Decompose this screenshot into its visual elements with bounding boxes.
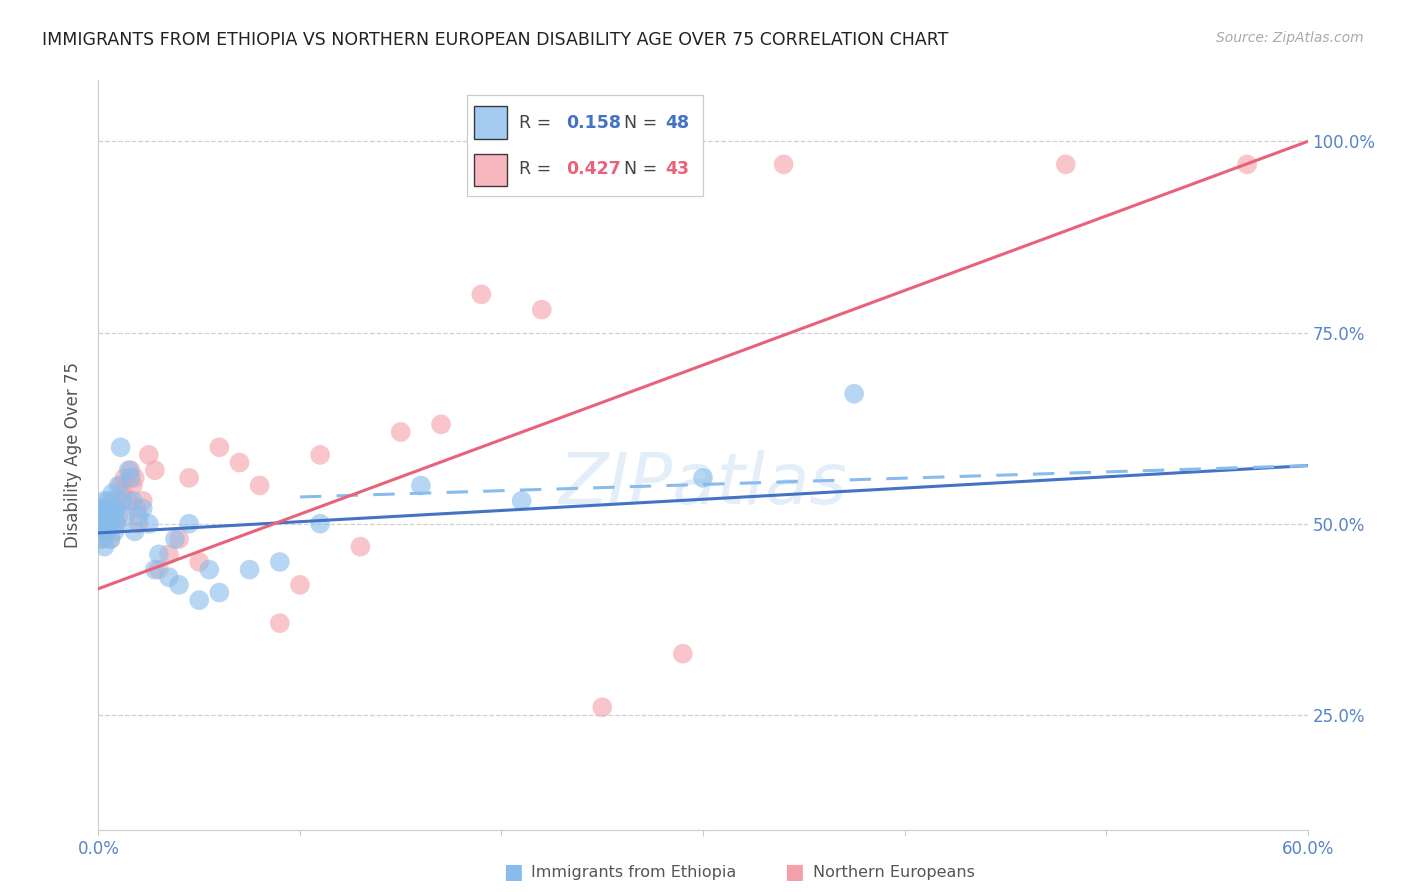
Point	[89, 524, 111, 539]
Point	[103, 524, 125, 539]
Point	[97, 509, 120, 524]
Point	[91, 516, 114, 531]
Point	[772, 157, 794, 171]
Text: Immigrants from Ethiopia: Immigrants from Ethiopia	[531, 865, 737, 880]
Point	[118, 493, 141, 508]
Point	[100, 532, 122, 546]
Point	[269, 616, 291, 631]
Point	[111, 493, 134, 508]
Point	[121, 493, 143, 508]
Point	[89, 509, 111, 524]
Point	[114, 509, 136, 524]
Point	[672, 647, 695, 661]
Point	[349, 540, 371, 554]
Point	[132, 493, 155, 508]
Point	[105, 501, 128, 516]
Point	[309, 448, 332, 462]
Point	[167, 532, 190, 546]
Point	[510, 493, 533, 508]
Point	[208, 585, 231, 599]
Point	[101, 501, 124, 516]
Point	[157, 547, 180, 561]
Point	[96, 524, 118, 539]
Y-axis label: Disability Age Over 75: Disability Age Over 75	[65, 362, 83, 548]
Point	[148, 563, 170, 577]
Point	[1054, 157, 1077, 171]
Point	[103, 509, 125, 524]
Point	[93, 501, 115, 516]
Point	[132, 501, 155, 516]
Point	[114, 471, 136, 485]
Point	[138, 516, 160, 531]
Point	[93, 509, 115, 524]
Point	[208, 440, 231, 454]
Text: IMMIGRANTS FROM ETHIOPIA VS NORTHERN EUROPEAN DISABILITY AGE OVER 75 CORRELATION: IMMIGRANTS FROM ETHIOPIA VS NORTHERN EUR…	[42, 31, 949, 49]
Point	[470, 287, 492, 301]
Point	[409, 478, 432, 492]
Text: Northern Europeans: Northern Europeans	[813, 865, 974, 880]
Point	[107, 478, 129, 492]
Point	[89, 532, 111, 546]
Point	[692, 471, 714, 485]
Point	[389, 425, 412, 439]
Point	[128, 516, 150, 531]
Point	[110, 478, 132, 492]
Point	[124, 524, 146, 539]
Point	[120, 463, 142, 477]
Point	[228, 456, 250, 470]
Point	[103, 501, 125, 516]
Point	[249, 478, 271, 492]
Point	[844, 386, 866, 401]
Point	[100, 532, 122, 546]
Point	[179, 516, 201, 531]
Point	[430, 417, 453, 432]
Point	[138, 448, 160, 462]
Text: Source: ZipAtlas.com: Source: ZipAtlas.com	[1216, 31, 1364, 45]
Point	[124, 471, 146, 485]
Point	[143, 563, 166, 577]
Point	[179, 471, 201, 485]
Point	[157, 570, 180, 584]
Text: ZIPatlas: ZIPatlas	[558, 450, 848, 519]
Point	[120, 471, 142, 485]
Point	[91, 516, 114, 531]
Point	[125, 501, 148, 516]
Point	[591, 700, 613, 714]
Point	[91, 501, 114, 516]
Point	[188, 593, 211, 607]
Point	[96, 524, 118, 539]
Point	[101, 486, 124, 500]
Point	[97, 493, 120, 508]
Point	[188, 555, 211, 569]
Text: ■: ■	[503, 863, 523, 882]
Point	[148, 547, 170, 561]
Point	[1236, 157, 1258, 171]
Point	[100, 516, 122, 531]
Point	[198, 563, 221, 577]
Point	[93, 493, 115, 508]
Point	[288, 578, 311, 592]
Point	[110, 440, 132, 454]
Point	[309, 516, 332, 531]
Point	[97, 509, 120, 524]
Point	[269, 555, 291, 569]
Point	[143, 463, 166, 477]
Point	[118, 463, 141, 477]
Point	[105, 516, 128, 531]
Text: ■: ■	[785, 863, 804, 882]
Point	[96, 501, 118, 516]
Point	[167, 578, 190, 592]
Point	[101, 493, 124, 508]
Point	[530, 302, 553, 317]
Point	[128, 509, 150, 524]
Point	[111, 486, 134, 500]
Point	[107, 509, 129, 524]
Point	[91, 532, 114, 546]
Point	[96, 516, 118, 531]
Point	[163, 532, 186, 546]
Point	[93, 540, 115, 554]
Point	[105, 516, 128, 531]
Point	[239, 563, 262, 577]
Point	[121, 478, 143, 492]
